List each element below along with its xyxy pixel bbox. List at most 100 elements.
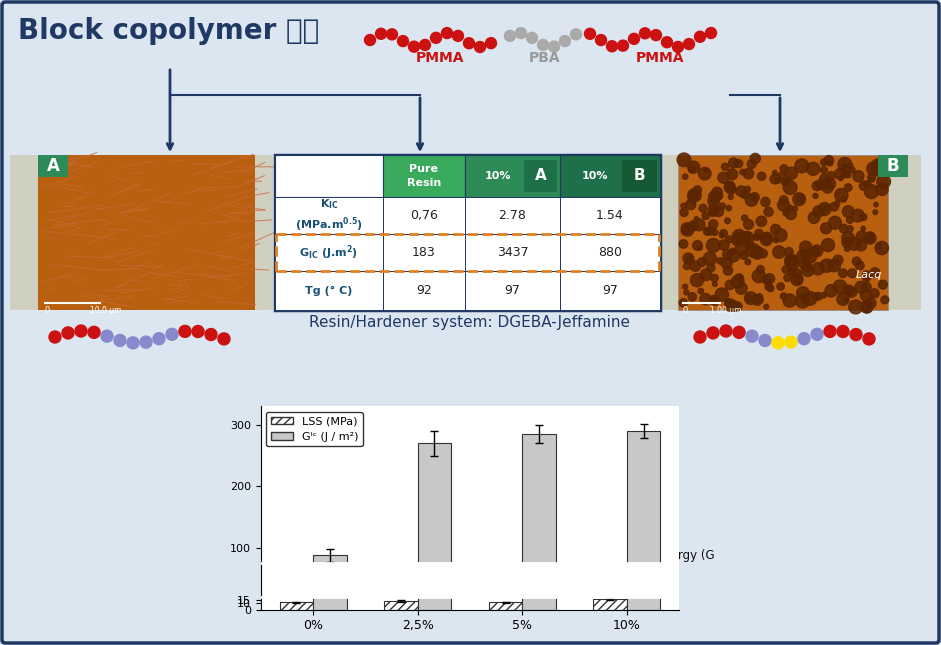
Circle shape: [740, 169, 745, 175]
Circle shape: [839, 224, 848, 233]
Circle shape: [852, 209, 864, 222]
Text: 2.78: 2.78: [499, 209, 526, 222]
Circle shape: [733, 326, 745, 339]
Circle shape: [762, 275, 772, 284]
Text: 92: 92: [416, 284, 432, 297]
Circle shape: [811, 247, 820, 256]
Circle shape: [773, 246, 785, 258]
Circle shape: [679, 240, 688, 248]
Circle shape: [784, 179, 789, 184]
Circle shape: [764, 304, 769, 309]
Text: G$_{\mathregular{IC}}$ (J.m$^{\mathregular{2}}$): G$_{\mathregular{IC}}$ (J.m$^{\mathregul…: [299, 243, 359, 262]
Circle shape: [821, 166, 827, 174]
Bar: [255, 155, 273, 310]
Bar: [38, 155, 255, 310]
Circle shape: [75, 325, 87, 337]
Text: 97: 97: [602, 284, 618, 297]
Circle shape: [785, 256, 797, 268]
Circle shape: [873, 203, 878, 207]
Circle shape: [713, 206, 724, 217]
Circle shape: [850, 167, 855, 173]
Circle shape: [754, 233, 760, 241]
Circle shape: [712, 282, 717, 286]
Circle shape: [862, 271, 871, 279]
Circle shape: [835, 188, 848, 202]
Bar: [594, 599, 627, 610]
Circle shape: [757, 266, 764, 273]
Bar: [560, 155, 660, 197]
Circle shape: [693, 241, 702, 250]
Circle shape: [820, 174, 828, 183]
Circle shape: [837, 326, 849, 337]
Circle shape: [753, 295, 758, 300]
Text: A: A: [534, 168, 547, 183]
Circle shape: [774, 238, 778, 243]
Circle shape: [761, 232, 773, 244]
Text: 1.00 μm: 1.00 μm: [710, 306, 742, 315]
Circle shape: [833, 255, 843, 264]
Circle shape: [694, 331, 706, 343]
Circle shape: [745, 259, 751, 264]
Text: 183: 183: [412, 246, 436, 259]
Circle shape: [842, 238, 852, 248]
Circle shape: [704, 228, 711, 235]
Circle shape: [860, 213, 867, 221]
Circle shape: [430, 32, 441, 43]
Circle shape: [778, 172, 786, 179]
Circle shape: [697, 245, 702, 250]
Circle shape: [719, 203, 726, 210]
Circle shape: [397, 35, 408, 46]
Circle shape: [712, 297, 717, 301]
Circle shape: [727, 250, 740, 262]
Circle shape: [717, 257, 724, 264]
Circle shape: [785, 248, 793, 256]
Circle shape: [869, 235, 875, 242]
Circle shape: [788, 266, 796, 275]
Circle shape: [825, 177, 831, 183]
Circle shape: [735, 273, 743, 283]
Circle shape: [688, 192, 698, 202]
Circle shape: [750, 154, 760, 164]
Circle shape: [549, 41, 560, 52]
Bar: [275, 155, 383, 197]
Circle shape: [848, 269, 856, 278]
Circle shape: [504, 30, 516, 41]
Circle shape: [218, 333, 230, 345]
Circle shape: [745, 241, 754, 248]
Circle shape: [786, 209, 796, 219]
Text: 0,76: 0,76: [410, 209, 438, 222]
Text: 3437: 3437: [497, 246, 528, 259]
Circle shape: [698, 167, 711, 180]
Circle shape: [821, 239, 835, 252]
Circle shape: [691, 199, 695, 203]
Bar: [275, 197, 383, 234]
Circle shape: [686, 200, 695, 210]
Circle shape: [747, 160, 756, 168]
Circle shape: [812, 293, 820, 301]
Circle shape: [88, 326, 100, 339]
Circle shape: [782, 266, 789, 273]
Circle shape: [742, 215, 748, 221]
Circle shape: [681, 203, 687, 209]
Circle shape: [710, 295, 719, 305]
Bar: [560, 271, 660, 310]
Circle shape: [828, 216, 841, 229]
Circle shape: [774, 229, 787, 242]
Circle shape: [755, 253, 759, 257]
Circle shape: [764, 207, 774, 217]
Circle shape: [842, 164, 847, 168]
Circle shape: [486, 37, 497, 48]
Bar: [489, 602, 522, 610]
Circle shape: [745, 295, 752, 301]
Circle shape: [725, 218, 730, 224]
Bar: [383, 271, 465, 310]
Circle shape: [790, 273, 803, 286]
Text: B: B: [633, 168, 646, 183]
Circle shape: [694, 31, 706, 42]
Text: 1.54: 1.54: [597, 209, 624, 222]
Circle shape: [756, 293, 763, 301]
Circle shape: [786, 167, 798, 179]
Circle shape: [726, 206, 731, 211]
Circle shape: [689, 166, 695, 173]
Circle shape: [758, 249, 768, 258]
